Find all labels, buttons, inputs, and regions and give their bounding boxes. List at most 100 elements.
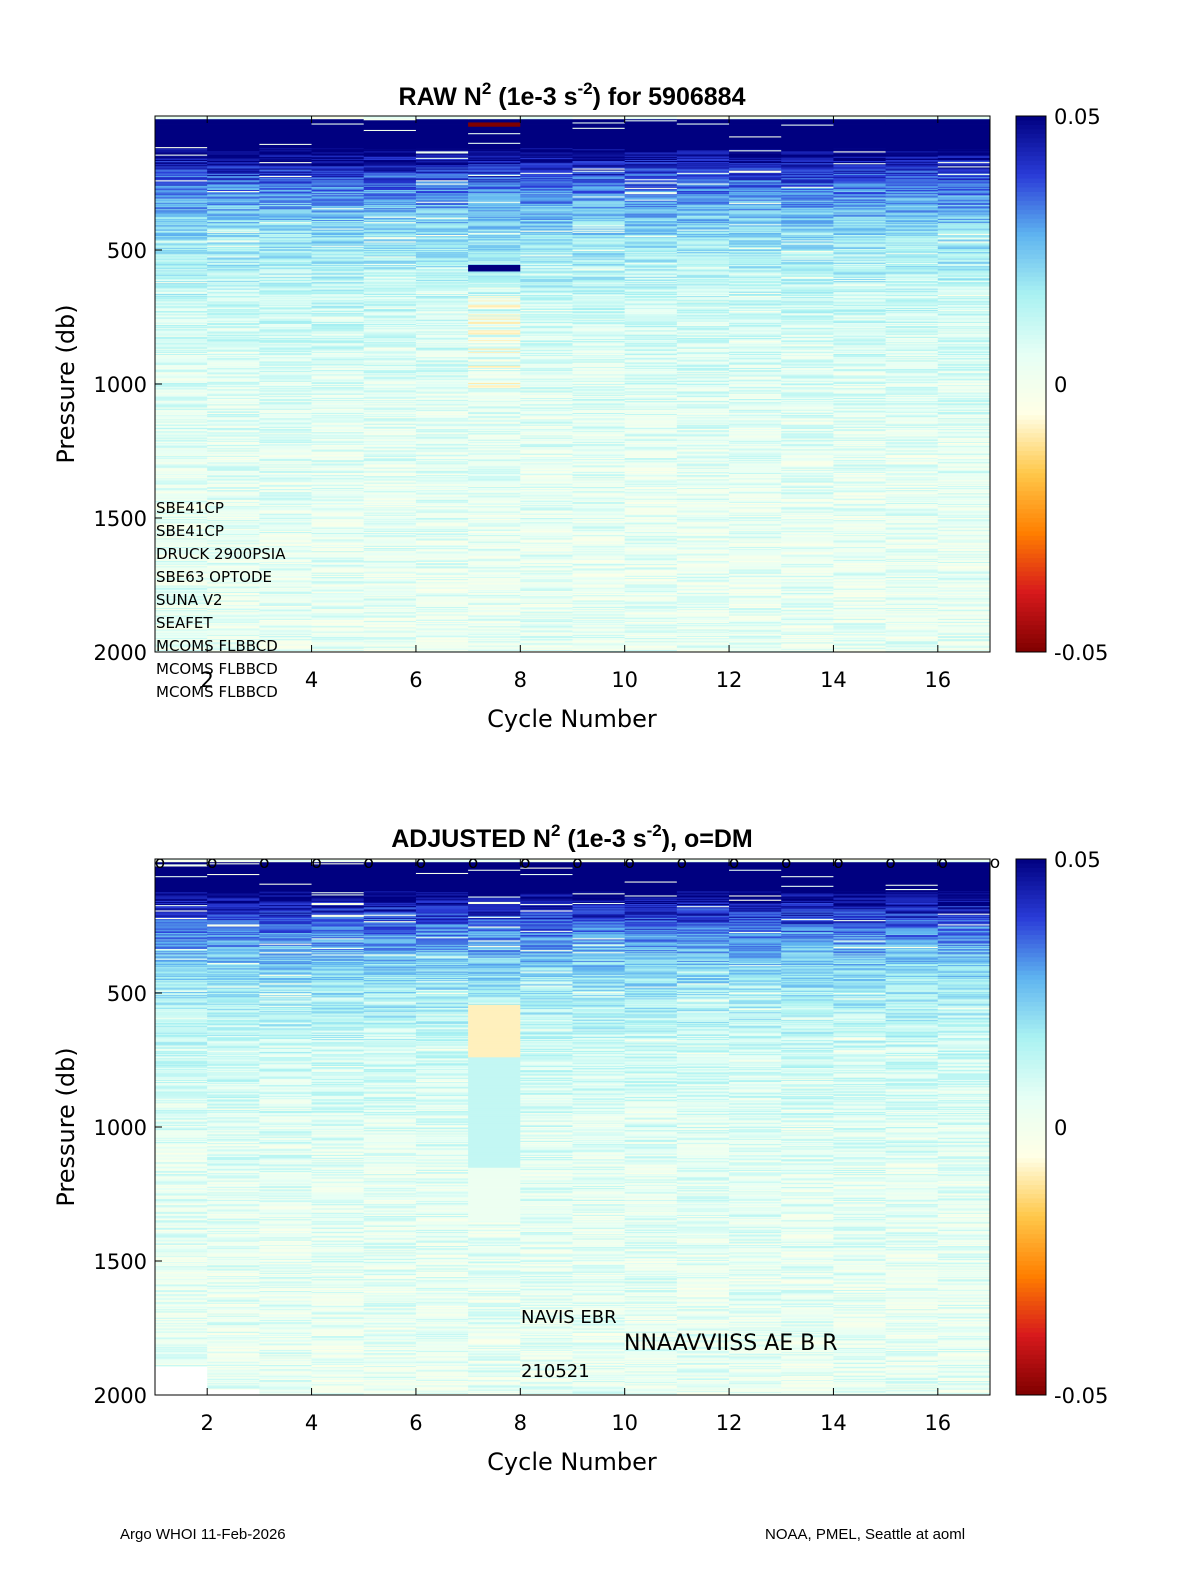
- heatmap-cell: [259, 441, 312, 444]
- heatmap-cell: [155, 292, 208, 295]
- heatmap-cell: [259, 150, 312, 152]
- heatmap-cell: [311, 366, 365, 369]
- heatmap-cell: [311, 487, 365, 490]
- heatmap-cell: [155, 387, 208, 389]
- heatmap-cell: [259, 320, 312, 323]
- heatmap-cell: [259, 128, 312, 131]
- heatmap-cell: [155, 296, 208, 298]
- heatmap-cell: [311, 177, 365, 179]
- heatmap-cell: [207, 603, 260, 606]
- heatmap-cell: [311, 480, 365, 482]
- heatmap-cell: [363, 270, 417, 272]
- heatmap-cell: [259, 468, 312, 471]
- heatmap-cell: [311, 392, 365, 395]
- heatmap-cell: [259, 494, 312, 496]
- heatmap-cell: [363, 152, 417, 154]
- heatmap-cell: [207, 566, 260, 568]
- heatmap-cell: [155, 121, 208, 123]
- heatmap-cell: [311, 159, 365, 162]
- heatmap-cell: [363, 287, 417, 289]
- heatmap-cell: [363, 330, 417, 332]
- heatmap-cell: [155, 179, 208, 181]
- heatmap-cell: [259, 120, 312, 122]
- heatmap-cell: [311, 504, 365, 506]
- heatmap-cell: [259, 244, 312, 247]
- heatmap-cell: [207, 314, 260, 316]
- heatmap-cell: [155, 531, 208, 534]
- heatmap-cell: [363, 143, 417, 146]
- heatmap-cell: [311, 365, 365, 368]
- heatmap-cell: [311, 140, 365, 143]
- heatmap-cell: [207, 195, 260, 197]
- heatmap-cell: [155, 199, 208, 202]
- heatmap-cell: [259, 605, 312, 608]
- heatmap-cell: [207, 546, 260, 549]
- heatmap-cell: [207, 318, 260, 321]
- heatmap-cell: [259, 424, 312, 427]
- heatmap-cell: [207, 578, 260, 580]
- heatmap-cell: [155, 358, 208, 360]
- heatmap-cell: [259, 571, 312, 574]
- heatmap-cell: [207, 355, 260, 357]
- heatmap-cell: [363, 168, 417, 170]
- heatmap-cell: [155, 171, 208, 174]
- heatmap-cell: [311, 379, 365, 382]
- heatmap-cell: [155, 573, 208, 576]
- heatmap-cell: [363, 154, 417, 157]
- heatmap-cell: [259, 448, 312, 450]
- heatmap-cell: [207, 487, 260, 490]
- heatmap-cell: [155, 553, 208, 555]
- heatmap-cell: [155, 566, 208, 568]
- heatmap-cell: [207, 227, 260, 229]
- heatmap-cell: [155, 614, 208, 616]
- heatmap-cell: [155, 116, 208, 118]
- heatmap-cell: [311, 556, 365, 559]
- heatmap-cell: [207, 496, 260, 499]
- heatmap-cell: [363, 239, 417, 241]
- heatmap-cell: [259, 117, 312, 119]
- heatmap-cell: [207, 336, 260, 339]
- heatmap-cell: [155, 415, 208, 417]
- heatmap-cell: [155, 529, 208, 532]
- heatmap-cell: [259, 542, 312, 545]
- heatmap-cell: [207, 579, 260, 581]
- heatmap-cell: [207, 241, 260, 243]
- heatmap-cell: [259, 603, 312, 606]
- heatmap-cell: [207, 507, 260, 509]
- heatmap-cell: [207, 361, 260, 363]
- heatmap-cell: [207, 433, 260, 435]
- heatmap-cell: [259, 437, 312, 440]
- heatmap-cell: [311, 463, 365, 465]
- heatmap-cell: [311, 180, 365, 182]
- heatmap-cell: [155, 143, 208, 146]
- heatmap-cell: [363, 293, 417, 296]
- heatmap-cell: [311, 120, 365, 122]
- heatmap-cell: [259, 344, 312, 346]
- heatmap-cell: [311, 349, 365, 352]
- heatmap-cell: [311, 445, 365, 447]
- heatmap-cell: [207, 153, 260, 155]
- heatmap-cell: [155, 262, 208, 265]
- heatmap-cell: [155, 613, 208, 615]
- heatmap-cell: [259, 645, 312, 648]
- heatmap-cell: [259, 548, 312, 550]
- heatmap-cell: [363, 255, 417, 257]
- heatmap-cell: [155, 225, 208, 227]
- heatmap-cell: [311, 576, 365, 579]
- heatmap-cell: [207, 462, 260, 464]
- heatmap-cell: [311, 184, 365, 187]
- heatmap-cell: [207, 269, 260, 271]
- heatmap-cell: [311, 362, 365, 365]
- heatmap-cell: [363, 283, 417, 285]
- heatmap-cell: [259, 572, 312, 575]
- heatmap-cell: [207, 308, 260, 311]
- heatmap-cell: [155, 494, 208, 496]
- heatmap-cell: [311, 306, 365, 309]
- heatmap-cell: [155, 230, 208, 233]
- heatmap-cell: [311, 574, 365, 577]
- heatmap-cell: [207, 260, 260, 263]
- heatmap-cell: [311, 330, 365, 332]
- heatmap-cell: [155, 441, 208, 444]
- heatmap-cell: [155, 544, 208, 547]
- heatmap-cell: [207, 483, 260, 486]
